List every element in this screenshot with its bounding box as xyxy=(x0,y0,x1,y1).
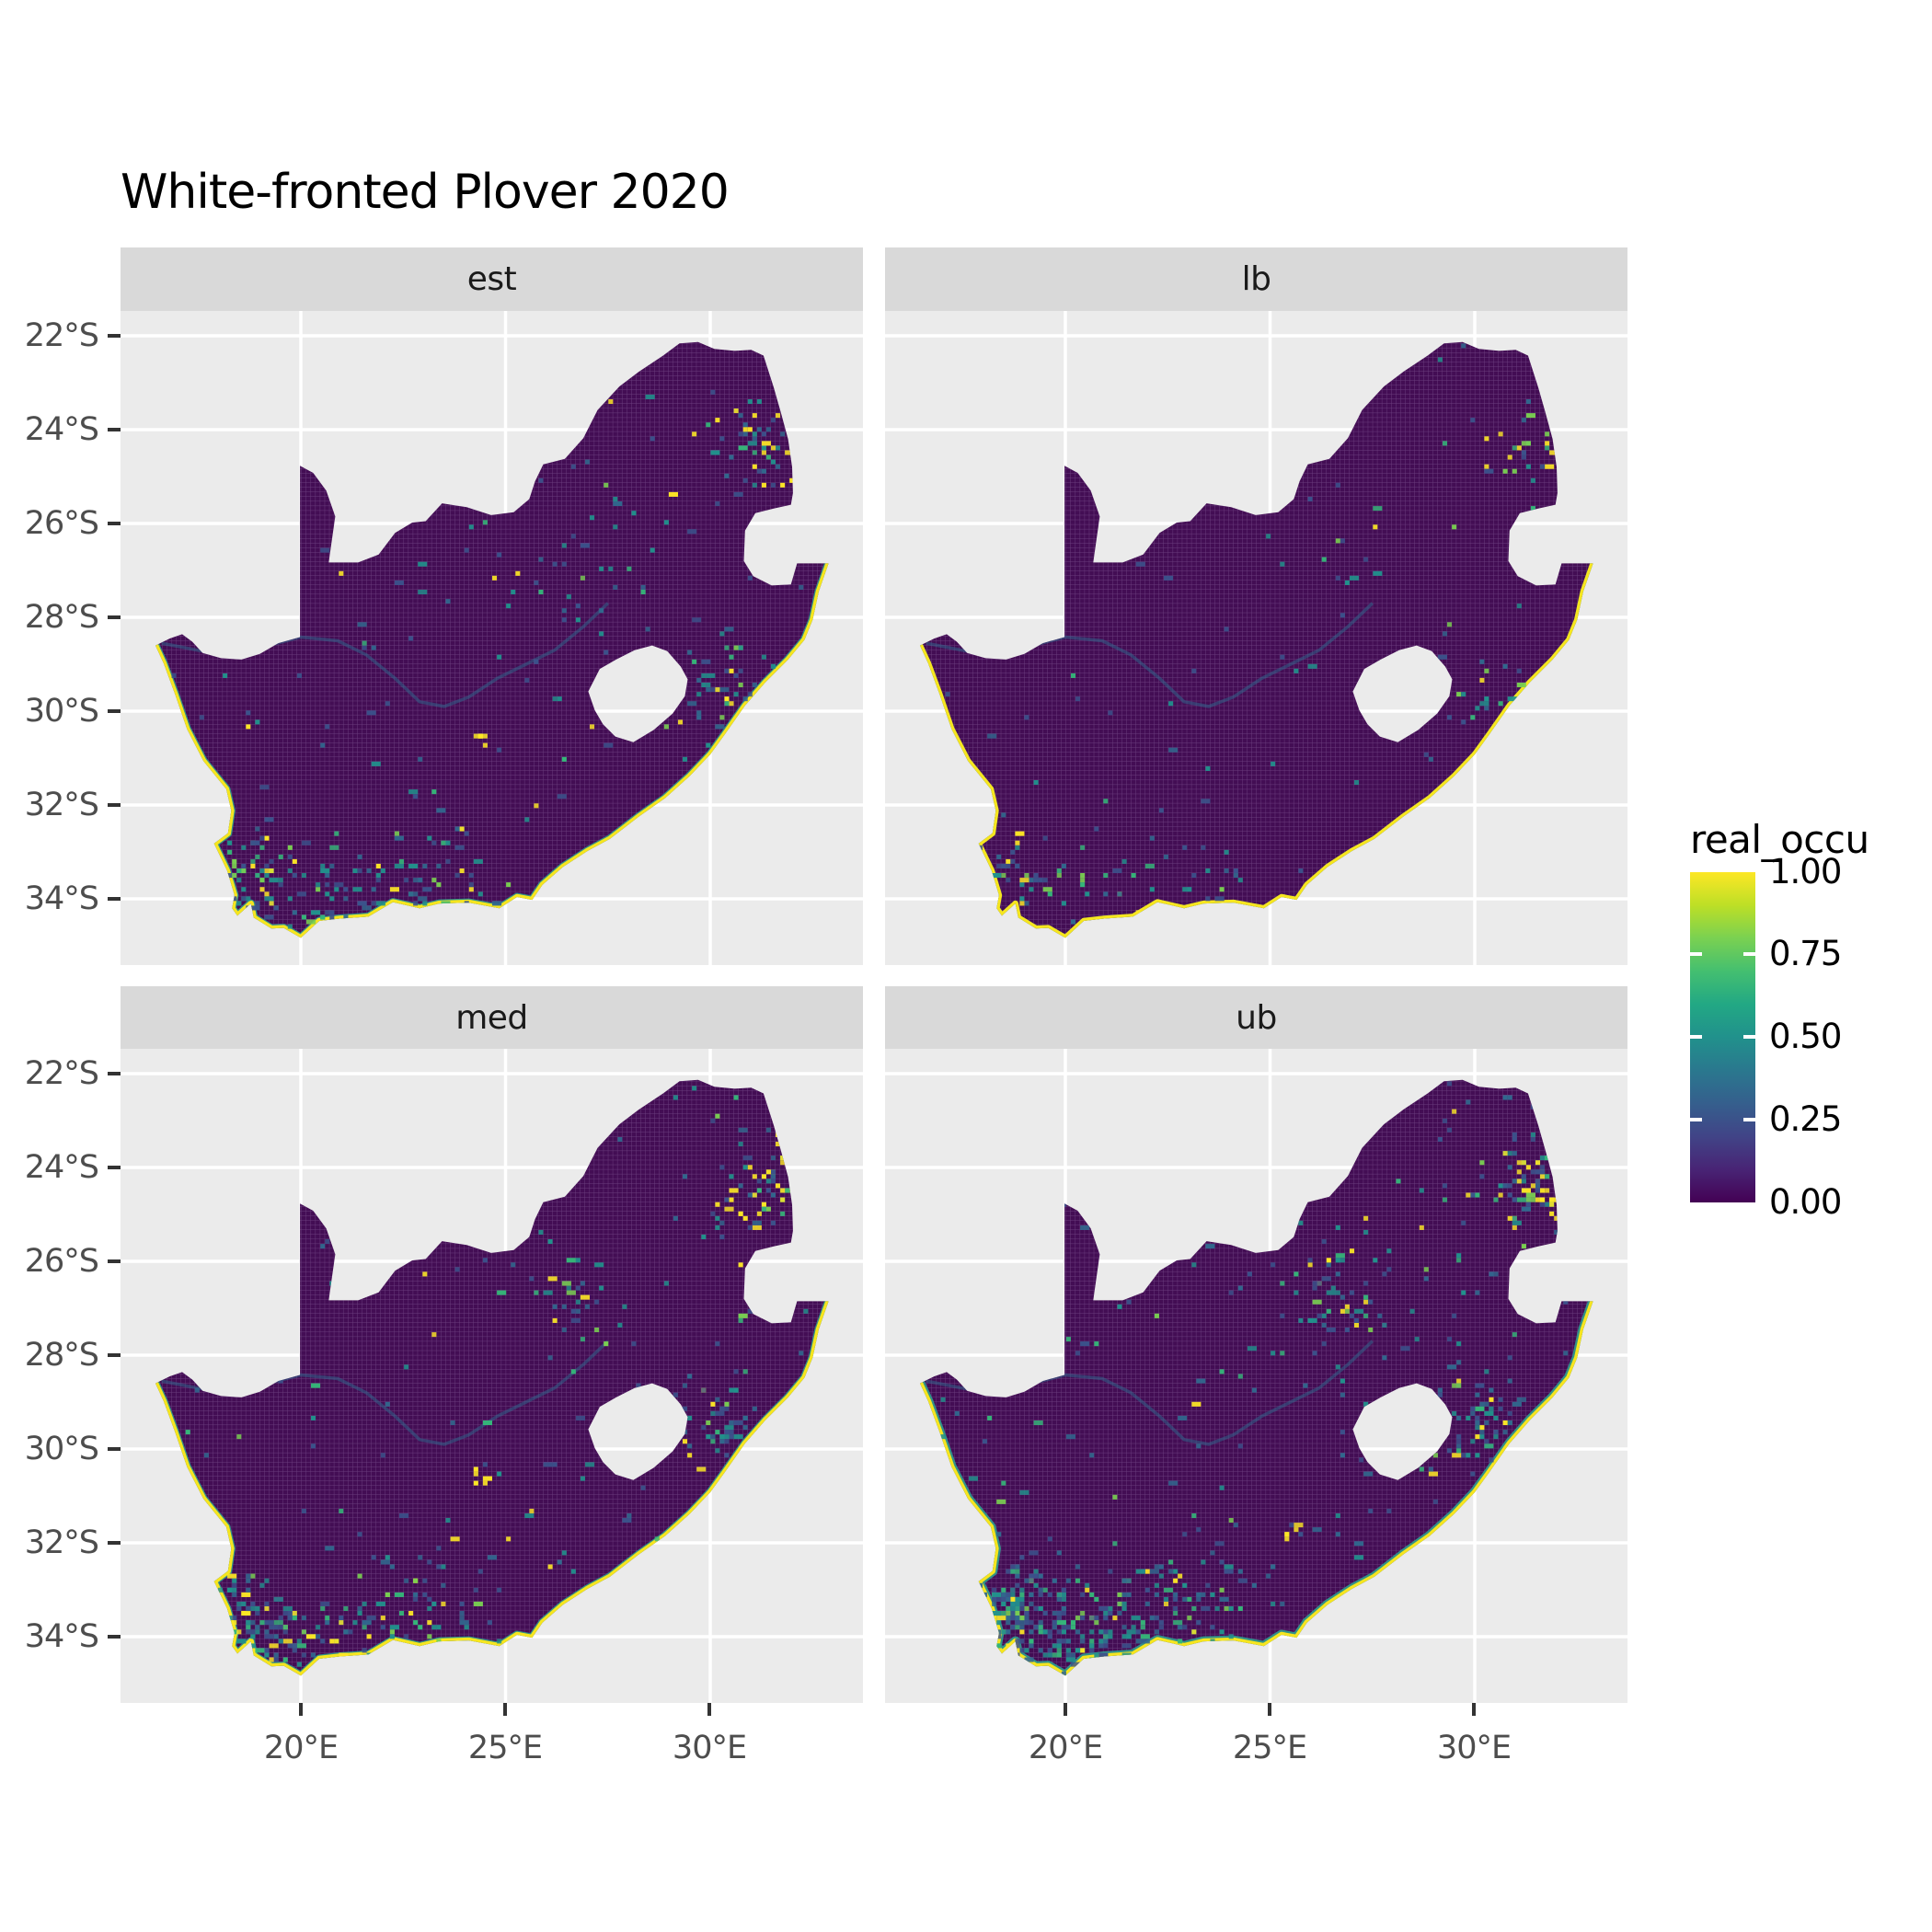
x-axis-label: 30°E xyxy=(1436,1730,1512,1766)
facet-panel-est xyxy=(121,311,863,965)
facet-strip-label: med xyxy=(455,998,528,1037)
map-est xyxy=(121,311,863,965)
y-tick-mark xyxy=(108,1072,121,1075)
x-axis-label: 25°E xyxy=(467,1730,543,1766)
legend-tick xyxy=(1743,952,1755,956)
x-axis-label: 20°E xyxy=(1028,1730,1103,1766)
facet-strip-label: lb xyxy=(1241,260,1271,298)
legend-tick-label: 0.00 xyxy=(1769,1182,1842,1222)
y-tick-mark xyxy=(108,334,121,338)
y-tick-mark xyxy=(108,615,121,619)
legend-tick xyxy=(1690,1118,1702,1121)
legend-tick xyxy=(1690,952,1702,956)
legend-tick-label: 0.25 xyxy=(1769,1099,1842,1139)
x-tick-mark xyxy=(1268,1703,1271,1716)
facet-strip-label: est xyxy=(466,260,517,298)
y-axis-label: 26°S xyxy=(24,505,99,542)
plot-title: White-fronted Plover 2020 xyxy=(121,165,730,220)
y-tick-mark xyxy=(108,428,121,431)
facet-strip-label: ub xyxy=(1236,998,1277,1037)
legend-tick xyxy=(1690,1035,1702,1039)
y-tick-mark xyxy=(108,897,121,901)
x-tick-mark xyxy=(503,1703,507,1716)
facet-strip-med: med xyxy=(121,986,863,1049)
y-tick-mark xyxy=(108,709,121,713)
y-tick-mark xyxy=(108,1635,121,1639)
x-tick-mark xyxy=(299,1703,303,1716)
y-axis-label: 32°S xyxy=(24,1524,99,1561)
map-ub xyxy=(885,1049,1627,1703)
y-tick-mark xyxy=(108,803,121,807)
y-axis-label: 24°S xyxy=(24,411,99,448)
facet-strip-ub: ub xyxy=(885,986,1627,1049)
map-lb xyxy=(885,311,1627,965)
x-axis-label: 30°E xyxy=(672,1730,747,1766)
legend-title: real_occu xyxy=(1690,817,1869,862)
y-axis-label: 26°S xyxy=(24,1243,99,1280)
legend-tick-label: 1.00 xyxy=(1769,852,1842,891)
facet-strip-lb: lb xyxy=(885,247,1627,311)
y-axis-label: 28°S xyxy=(24,1337,99,1374)
y-axis-label: 30°S xyxy=(24,693,99,730)
y-axis-label: 30°S xyxy=(24,1431,99,1467)
y-tick-mark xyxy=(108,1541,121,1545)
x-axis-label: 25°E xyxy=(1232,1730,1307,1766)
y-tick-mark xyxy=(108,1259,121,1263)
x-tick-mark xyxy=(1064,1703,1067,1716)
y-axis-label: 28°S xyxy=(24,599,99,636)
y-axis-label: 22°S xyxy=(24,1055,99,1092)
y-axis-label: 34°S xyxy=(24,1618,99,1655)
legend-tick xyxy=(1743,1118,1755,1121)
y-axis-label: 24°S xyxy=(24,1149,99,1186)
facet-panel-ub xyxy=(885,1049,1627,1703)
legend-tick xyxy=(1743,1035,1755,1039)
x-axis-label: 20°E xyxy=(263,1730,339,1766)
map-med xyxy=(121,1049,863,1703)
facet-panel-lb xyxy=(885,311,1627,965)
facet-strip-est: est xyxy=(121,247,863,311)
x-tick-mark xyxy=(707,1703,711,1716)
y-tick-mark xyxy=(108,522,121,525)
facet-panel-med xyxy=(121,1049,863,1703)
y-tick-mark xyxy=(108,1166,121,1169)
x-tick-mark xyxy=(1472,1703,1476,1716)
y-tick-mark xyxy=(108,1353,121,1357)
y-axis-label: 34°S xyxy=(24,880,99,917)
y-tick-mark xyxy=(108,1447,121,1451)
legend-tick-label: 0.75 xyxy=(1769,934,1842,973)
legend-tick-label: 0.50 xyxy=(1769,1017,1842,1056)
y-axis-label: 32°S xyxy=(24,787,99,823)
y-axis-label: 22°S xyxy=(24,317,99,354)
